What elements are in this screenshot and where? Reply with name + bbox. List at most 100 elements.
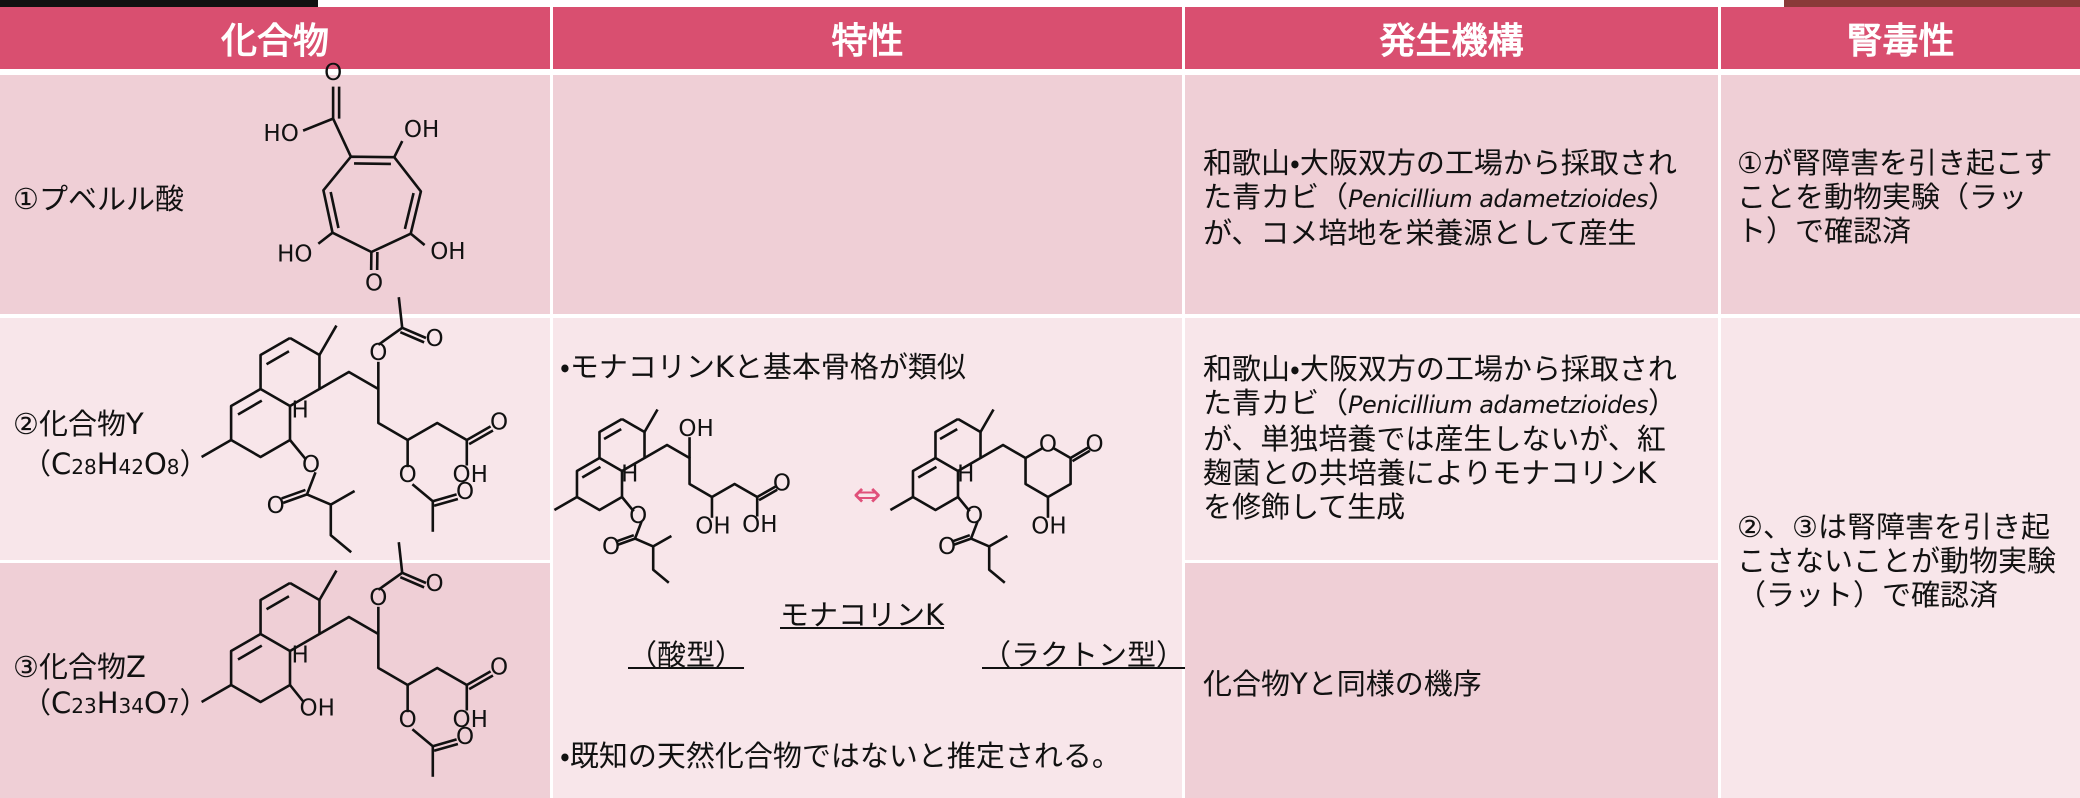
atom-label: O [456,724,474,750]
text-span: 8 [166,455,180,479]
bond [399,330,425,344]
toxicity: ②、③は腎障害を引き起こさないことが動物実験（ラット）で確認済 [1737,510,2057,612]
atom-label: OH [678,416,713,442]
bullet: ・モナコリンKと基本骨格が類似 [560,350,966,384]
atom-label: O [602,534,620,560]
text-span: ）が、コメ培地を栄養源として産生 [1203,180,1678,250]
bond [237,399,263,416]
bond [317,231,334,245]
bond [468,674,494,691]
bond [409,232,426,247]
formula: （C23H34O7） [22,686,209,723]
atom-label: OH [1031,513,1066,539]
bond [970,534,1009,548]
compound-name: ①プベルル酸 [13,182,184,216]
bond [620,496,635,513]
bond [237,644,263,661]
atom-label: H [621,461,638,487]
atom-label: O [490,655,508,681]
text-span: 34 [118,694,144,718]
atom-label: O [399,707,417,733]
bond [979,408,995,433]
toxicity: ①が腎障害を引き起こすことを動物実験（ラット）で確認済 [1737,146,2053,248]
bond [229,632,292,704]
atom-label: O [1085,432,1103,458]
atom-label: O [425,326,443,352]
bond [318,370,492,442]
text-span: 和歌山・大阪双方の工場から採取された青カビ（ [1203,352,1677,420]
cell [0,75,550,314]
bond [956,496,971,513]
bond [318,324,338,356]
bond [265,595,290,611]
bond [322,155,423,254]
bond [306,489,356,506]
cell [1185,563,1718,798]
formula: （C28H42O8） [22,447,209,484]
bond [403,192,415,230]
atom-label: OH [695,513,730,539]
bond [553,495,578,512]
bond [1024,446,1072,499]
bond [393,140,404,158]
bond [603,428,622,441]
bond [433,742,459,753]
text-span: H [96,686,119,720]
bond [643,408,659,433]
text-span: ）が、単独培養では産生しないが、紅麹菌との共培養によりモナコリンKを修飾して生成 [1203,386,1678,524]
bond [265,350,290,366]
atom-label: O [324,60,342,86]
text-span: 42 [118,455,144,479]
atom-label: O [490,410,508,436]
bond [259,581,321,653]
caption: モナコリンK [780,598,945,632]
bond [939,428,958,441]
cell [553,318,1182,798]
cell [553,75,1182,314]
atom-label: O [399,462,417,488]
cell [1185,75,1718,314]
text-span: （C [22,447,72,481]
atom-label: O [938,534,956,560]
bond [329,504,353,554]
bond [200,438,232,459]
atom-label: HO [277,242,312,268]
text-span: 和歌山・大阪双方の工場から採取された青カビ（ [1203,146,1677,214]
bond [889,495,914,512]
header-cell: 腎毒性 [1721,7,2080,69]
bond [259,336,321,408]
atom-label: OH [742,512,777,538]
bond [411,728,457,748]
atom-label: H [292,398,309,424]
header-cell: 化合物 [0,7,550,69]
text-span: 23 [71,694,97,718]
text-span: O [143,447,167,481]
bond [399,575,425,589]
cell [1185,318,1718,560]
bond [615,533,635,543]
bond [979,443,1044,460]
bond [318,615,492,687]
text-span: Penicillium adametzioides [1348,185,1649,213]
bond [1071,449,1091,463]
compound-name: ③化合物Z [13,650,146,684]
equilibrium-arrow: ⇔ [853,475,882,515]
bond [651,546,670,584]
atom-label: O [773,471,791,497]
bond [468,429,494,446]
bond [281,488,306,500]
bond [288,684,305,703]
atom-label: OH [299,695,334,721]
compound-name: ②化合物Y [13,407,144,441]
bond [229,387,292,459]
bond [643,443,777,499]
atom-label: O [425,571,443,597]
atom-label: HO [263,121,298,147]
top-bar [0,0,318,7]
atom-label: O [365,270,383,296]
bullet: ・既知の天然化合物ではないと推定される。 [560,739,1121,773]
mechanism: 和歌山・大阪双方の工場から採取された青カビ（Penicillium adamet… [1203,146,1683,250]
mechanism: 化合物Yと同様の機序 [1203,667,1482,701]
